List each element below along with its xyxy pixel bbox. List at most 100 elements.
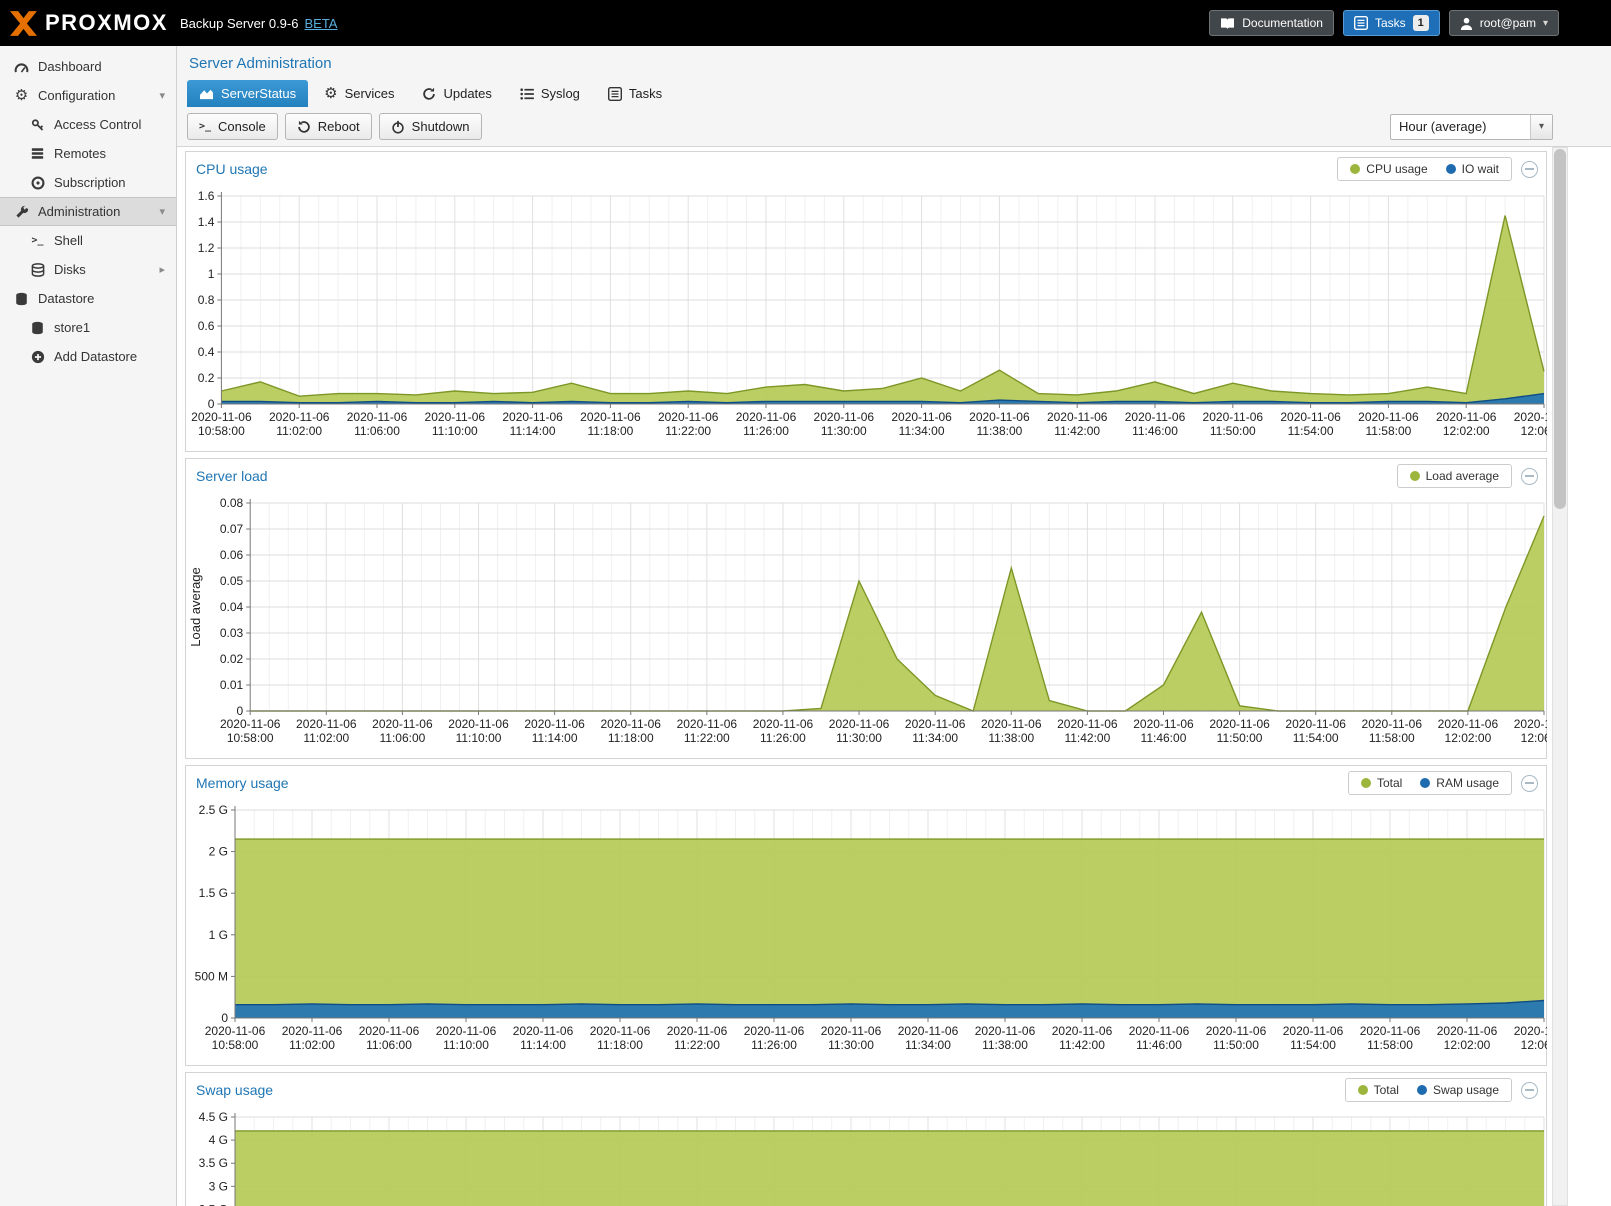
tasks-count-badge: 1 — [1413, 15, 1429, 31]
svg-text:Load average: Load average — [188, 567, 203, 647]
documentation-button[interactable]: Documentation — [1209, 10, 1334, 36]
legend-dot-icon — [1420, 778, 1430, 788]
tab-serverstatus[interactable]: ServerStatus — [187, 80, 308, 107]
tab-updates[interactable]: Updates — [410, 80, 503, 107]
timeframe-select[interactable]: Hour (average) ▾ — [1390, 114, 1553, 140]
svg-text:2020-11-06: 2020-11-06 — [502, 410, 563, 424]
svg-text:2020-11-06: 2020-11-06 — [372, 717, 433, 731]
tab-label: Syslog — [541, 86, 580, 101]
svg-text:11:50:00: 11:50:00 — [1217, 731, 1263, 745]
chevron-down-icon: ▾ — [1543, 18, 1548, 29]
list-icon — [520, 88, 534, 100]
sidebar-item-subscription[interactable]: Subscription — [0, 168, 176, 197]
reboot-button[interactable]: Reboot — [285, 113, 372, 140]
panel-cpu-usage: CPU usageCPU usageIO wait00.20.40.60.811… — [185, 151, 1547, 452]
svg-text:10:58:00: 10:58:00 — [227, 731, 274, 745]
timeframe-value: Hour (average) — [1399, 119, 1486, 134]
console-button[interactable]: >_Console — [187, 113, 278, 140]
swap-usage-chart: 0500 M1 G1.5 G2 G2.5 G3 G3.5 G4 G4.5 G20… — [187, 1107, 1547, 1206]
beta-link[interactable]: BETA — [304, 16, 337, 31]
svg-text:2020-11-06: 2020-11-06 — [969, 410, 1030, 424]
tab-syslog[interactable]: Syslog — [508, 80, 592, 107]
svg-text:1 G: 1 G — [209, 928, 228, 942]
svg-text:2020-11-06: 2020-11-06 — [1283, 1024, 1344, 1038]
remotes-icon — [29, 147, 46, 160]
svg-text:1.2: 1.2 — [198, 241, 215, 255]
legend-item-total[interactable]: Total — [1358, 1083, 1399, 1097]
legend-dot-icon — [1417, 1085, 1427, 1095]
svg-text:2 G: 2 G — [209, 845, 228, 859]
sidebar-item-disks[interactable]: Disks▸ — [0, 255, 176, 284]
tab-services[interactable]: ⚙Services — [312, 80, 406, 107]
scrollbar-thumb[interactable] — [1554, 149, 1566, 509]
legend-item-cpu-usage[interactable]: CPU usage — [1350, 162, 1427, 176]
svg-text:2020-11-06: 2020-11-06 — [513, 1024, 574, 1038]
svg-text:11:42:00: 11:42:00 — [1054, 424, 1100, 438]
tab-tasks[interactable]: Tasks — [596, 80, 674, 107]
svg-text:2020-11-06: 2020-11-06 — [1514, 717, 1547, 731]
collapse-panel-icon[interactable] — [1521, 1082, 1538, 1099]
collapse-panel-icon[interactable] — [1521, 161, 1538, 178]
cpu-usage-chart: 00.20.40.60.811.21.41.62020-11-0610:58:0… — [187, 186, 1547, 444]
legend-item-load-average[interactable]: Load average — [1410, 469, 1499, 483]
svg-text:2020-11-06: 2020-11-06 — [205, 1024, 266, 1038]
svg-text:0.4: 0.4 — [198, 345, 215, 359]
svg-text:11:18:00: 11:18:00 — [608, 731, 654, 745]
tasks-button[interactable]: Tasks1 — [1343, 10, 1440, 36]
tab-label: Tasks — [629, 86, 662, 101]
button-label: Shutdown — [412, 119, 470, 134]
brand-wordmark: PROXMOX — [45, 10, 168, 36]
header-buttons: Documentation Tasks1 root@pam▾ — [1209, 10, 1559, 36]
legend-label: Swap usage — [1433, 1083, 1499, 1097]
memory-usage-chart: 0500 M1 G1.5 G2 G2.5 G2020-11-0610:58:00… — [187, 800, 1547, 1058]
collapse-panel-icon[interactable] — [1521, 468, 1538, 485]
legend-item-ram-usage[interactable]: RAM usage — [1420, 776, 1499, 790]
legend-item-total[interactable]: Total — [1361, 776, 1402, 790]
sidebar: Dashboard⚙Configuration▾Access ControlRe… — [0, 46, 177, 1206]
shutdown-button[interactable]: Shutdown — [379, 113, 482, 140]
svg-text:11:38:00: 11:38:00 — [976, 424, 1022, 438]
tab-bar: ServerStatus⚙ServicesUpdates Syslog Tasks — [177, 75, 1611, 107]
panel-title: Server load — [196, 468, 268, 484]
svg-text:11:26:00: 11:26:00 — [760, 731, 806, 745]
root-pam-button[interactable]: root@pam▾ — [1449, 10, 1559, 36]
sidebar-item-access-control[interactable]: Access Control — [0, 110, 176, 139]
vertical-scrollbar[interactable] — [1552, 147, 1568, 1206]
gear-icon: ⚙ — [324, 86, 337, 101]
collapse-panel-icon[interactable] — [1521, 775, 1538, 792]
sidebar-item-label: Administration — [38, 204, 120, 219]
svg-text:2020-11-06: 2020-11-06 — [1125, 410, 1186, 424]
terminal-icon: >_ — [29, 235, 46, 246]
sidebar-item-administration[interactable]: Administration▾ — [0, 197, 176, 226]
wrench-icon — [13, 205, 30, 219]
legend-dot-icon — [1350, 164, 1360, 174]
svg-text:10:58:00: 10:58:00 — [212, 1038, 259, 1052]
svg-text:2020-11-06: 2020-11-06 — [1129, 1024, 1190, 1038]
sidebar-item-datastore[interactable]: Datastore — [0, 284, 176, 313]
svg-text:11:22:00: 11:22:00 — [665, 424, 711, 438]
sidebar-item-store1[interactable]: store1 — [0, 313, 176, 342]
product-version: Backup Server 0.9-6 — [180, 16, 299, 31]
svg-text:11:06:00: 11:06:00 — [366, 1038, 412, 1052]
svg-text:11:34:00: 11:34:00 — [912, 731, 958, 745]
svg-text:11:02:00: 11:02:00 — [303, 731, 349, 745]
legend-item-swap-usage[interactable]: Swap usage — [1417, 1083, 1499, 1097]
proxmox-logo-icon — [10, 11, 37, 36]
svg-text:11:58:00: 11:58:00 — [1365, 424, 1411, 438]
sidebar-item-remotes[interactable]: Remotes — [0, 139, 176, 168]
sidebar-item-configuration[interactable]: ⚙Configuration▾ — [0, 81, 176, 110]
chevron-down-icon[interactable]: ▾ — [1530, 115, 1552, 139]
sidebar-item-shell[interactable]: >_Shell — [0, 226, 176, 255]
svg-text:2020-11-06: 2020-11-06 — [191, 410, 252, 424]
svg-text:2020-11-06: 2020-11-06 — [821, 1024, 882, 1038]
svg-text:12:02:00: 12:02:00 — [1445, 731, 1492, 745]
panel-header: Memory usageTotalRAM usage — [186, 766, 1546, 800]
svg-text:11:38:00: 11:38:00 — [988, 731, 1034, 745]
svg-text:11:02:00: 11:02:00 — [276, 424, 322, 438]
sidebar-item-add-datastore[interactable]: Add Datastore — [0, 342, 176, 371]
legend-item-io-wait[interactable]: IO wait — [1446, 162, 1499, 176]
svg-text:0.01: 0.01 — [220, 678, 244, 692]
sidebar-item-dashboard[interactable]: Dashboard — [0, 52, 176, 81]
svg-text:2020-11-06: 2020-11-06 — [898, 1024, 959, 1038]
svg-text:11:34:00: 11:34:00 — [899, 424, 945, 438]
